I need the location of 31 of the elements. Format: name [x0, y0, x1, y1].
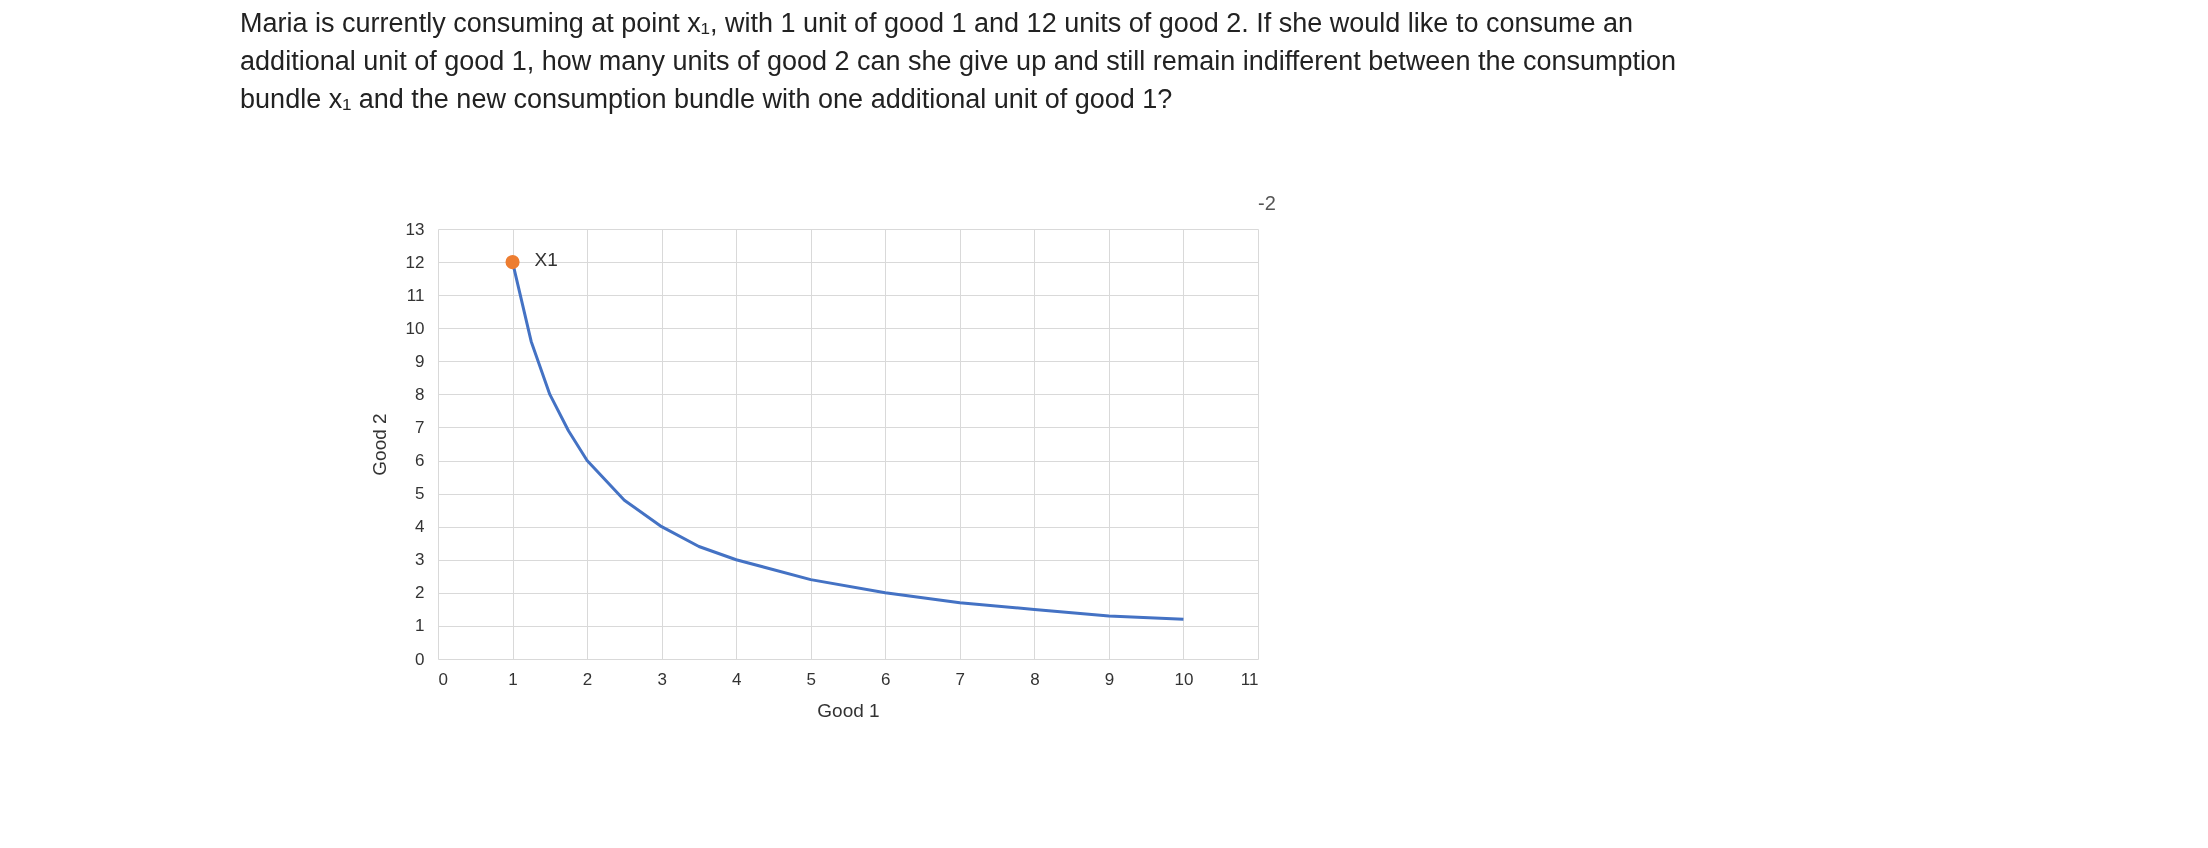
x-tick-label: 3: [657, 669, 667, 689]
y-tick-label: 1: [415, 616, 425, 636]
y-tick-label: 0: [415, 649, 425, 669]
y-tick-label: 8: [415, 384, 425, 404]
x-tick-label: 10: [1174, 669, 1194, 689]
x-tick-label: 2: [582, 669, 593, 689]
y-tick-label: 10: [405, 318, 425, 338]
x-axis-title: Good 1: [817, 699, 880, 721]
chart-title: Maria is currently consuming at point x₁, with 1 unit of good 1 and 12 units of good 2. If she would like to consume an additional unit of good 1, how many units of good 2 can she give up and still remain indifferent between the consumption bundle x₁ and the new consumption bundle with one additional unit of good 1?: [240, 8, 1677, 114]
x-tick-label: 8: [1030, 669, 1040, 689]
y-tick-label: 11: [406, 285, 425, 305]
annotation: X1: [534, 249, 558, 271]
y-tick-label: 4: [415, 517, 425, 537]
x-tick-label: 0: [438, 669, 448, 689]
x-tick-label: 9: [1104, 669, 1115, 689]
y-tick-label: 9: [415, 351, 425, 371]
x-tick-label: 7: [955, 669, 966, 689]
y-axis-title: Good 2: [368, 413, 390, 476]
y-tick-label: 6: [415, 451, 425, 471]
y-tick-label: 7: [415, 417, 425, 437]
x-tick-label: 6: [881, 669, 891, 689]
y-tick-label: 5: [415, 484, 425, 504]
y-tick-label: 2: [415, 583, 425, 603]
y-tick-label: 12: [405, 252, 425, 272]
x-tick-label: 4: [731, 669, 742, 689]
x-tick-label: 1: [508, 669, 518, 689]
x-tick-label: 5: [806, 669, 816, 689]
text: -2: [1258, 192, 1276, 214]
y-tick-label: 13: [405, 219, 425, 239]
x-tick-label: 11: [1240, 669, 1259, 689]
y-tick-label: 3: [415, 550, 425, 570]
